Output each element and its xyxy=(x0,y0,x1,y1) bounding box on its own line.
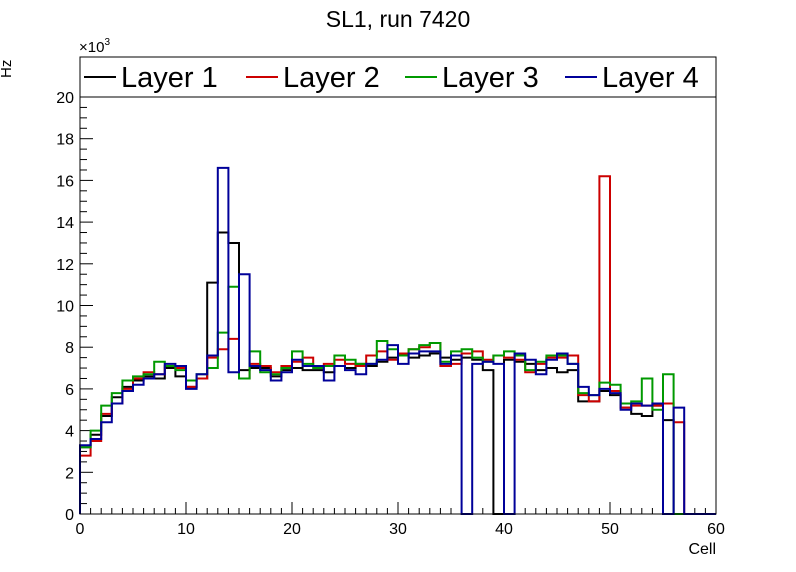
y-axis-title: Hz xyxy=(0,60,15,78)
y-tick-label: 2 xyxy=(65,465,74,482)
x-tick-label: 20 xyxy=(283,521,301,538)
y-tick-label: 8 xyxy=(65,340,74,357)
x-tick-label: 40 xyxy=(495,521,513,538)
axis-tick-labels: 0 10 20 30 40 50 60 0 2 4 6 8 10 12 14 16 18 20 xyxy=(56,90,725,538)
series-4 xyxy=(79,166,716,515)
series-layer xyxy=(79,166,716,515)
chart-title: SL1, run 7420 xyxy=(326,6,471,32)
x-tick-label: 60 xyxy=(707,521,725,538)
legend-entry: Layer 2 xyxy=(246,62,380,94)
y-tick-label: 18 xyxy=(56,132,74,149)
x-tick-label: 30 xyxy=(389,521,407,538)
series-line xyxy=(79,166,716,515)
x-tick-label: 10 xyxy=(177,521,195,538)
legend-label: Layer 3 xyxy=(442,62,539,94)
y-axis-multiplier-exponent: 3 xyxy=(104,37,110,48)
y-tick-label: 0 xyxy=(65,507,74,524)
legend-entry: Layer 4 xyxy=(565,62,699,94)
legend-entry: Layer 3 xyxy=(405,62,539,94)
x-tick-label: 50 xyxy=(601,521,619,538)
y-tick-label: 20 xyxy=(56,90,74,107)
y-tick-label: 6 xyxy=(65,382,74,399)
legend-label: Layer 1 xyxy=(121,62,218,94)
y-tick-label: 14 xyxy=(56,215,74,232)
series-2 xyxy=(79,175,716,515)
y-tick-label: 16 xyxy=(56,173,74,190)
y-tick-label: 4 xyxy=(65,424,74,441)
y-tick-label: 12 xyxy=(56,257,74,274)
y-tick-label: 10 xyxy=(56,299,74,316)
legend-box xyxy=(79,56,717,98)
x-tick-label: 0 xyxy=(76,521,85,538)
y-axis-multiplier: ×103 xyxy=(79,37,110,56)
legend-label: Layer 2 xyxy=(283,62,380,94)
legend-entry: Layer 1 xyxy=(84,62,218,94)
legend: Layer 1 Layer 2 Layer 3 Layer 4 xyxy=(79,56,717,98)
legend-label: Layer 4 xyxy=(602,62,699,94)
x-axis-title: Cell xyxy=(688,541,716,558)
series-line xyxy=(79,175,716,515)
y-axis-multiplier-base: ×10 xyxy=(79,39,104,56)
